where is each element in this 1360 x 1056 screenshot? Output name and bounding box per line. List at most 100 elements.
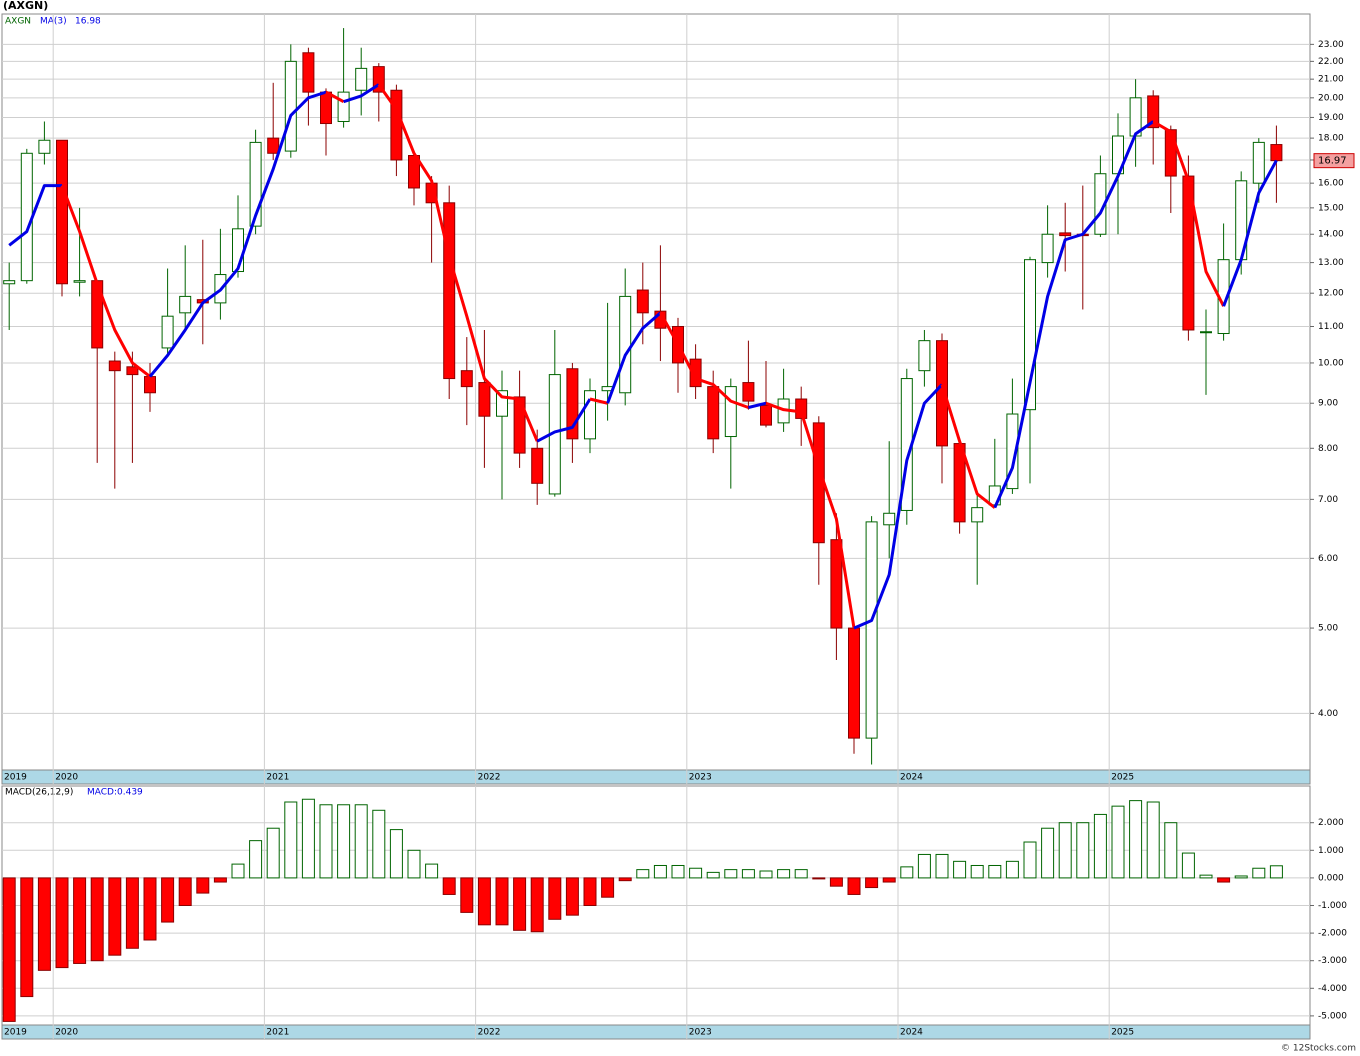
macd-bar [477,877,491,926]
candle-body [865,521,878,739]
candle-body [760,404,772,426]
macd-bar [759,870,773,879]
candle-body [161,315,174,349]
chart-title: (AXGN) [3,0,48,12]
candle-body [584,390,596,440]
macd-bar [1181,852,1195,879]
macd-name: MACD(26,12,9) [5,788,73,798]
date-strip [1,1024,1311,1040]
y-tick-label: 9.00 [1318,399,1338,409]
macd-bar [1129,800,1143,879]
y-tick-label: 18.00 [1318,134,1344,144]
candle-body [689,358,702,388]
candle-body [1270,144,1283,162]
candle-body [302,52,315,93]
macd-bar [636,869,650,879]
y-tick-label: -5.000 [1318,1011,1347,1021]
macd-bar [301,798,315,879]
candle-body [126,366,139,376]
macd-bar [20,877,34,998]
macd-bar [970,864,984,879]
candle-body [795,398,808,419]
y-tick-label: 20.00 [1318,93,1344,103]
date-strip [1,769,1311,785]
candle-body [38,139,51,154]
ma-line [765,401,856,629]
y-tick-label: 10.00 [1318,358,1344,368]
candle-body [1006,413,1019,490]
y-tick-label: 19.00 [1318,113,1344,123]
x-tick-label: 2019 [4,1028,27,1038]
y-tick-label: 12.00 [1318,289,1344,299]
macd-bar [73,877,87,964]
ma-line [325,90,345,103]
macd-bar [1093,813,1107,879]
macd-bar [372,809,386,879]
y-tick-label: 21.00 [1318,75,1344,85]
candle-body [355,67,368,91]
macd-bar [90,877,104,962]
macd-bar [865,877,879,889]
macd-bar [1217,877,1231,883]
macd-bar [1023,841,1037,879]
candle-body [179,295,192,314]
y-tick-label: 1.000 [1318,846,1344,856]
macd-bar [777,869,791,879]
candle-body [971,507,984,523]
watermark: © 12Stocks.com [1281,1044,1356,1054]
macd-bar [653,864,667,879]
macd-bar [583,877,597,907]
macd-bar [354,804,368,879]
macd-bar [917,853,931,879]
ma-line [606,311,662,404]
candle-body [56,139,68,285]
y-tick-label: 11.00 [1318,322,1344,332]
macd-bar [37,877,51,971]
macd-bar [442,877,456,895]
macd-bar [249,840,263,879]
candle-body [320,91,332,125]
y-tick-label: 7.00 [1318,495,1338,505]
candle-body [496,390,508,417]
candle-body [73,280,86,283]
macd-bar [724,869,738,879]
x-tick-label: 2022 [478,1028,501,1038]
candle-body [1147,95,1160,129]
x-tick-label: 2020 [55,773,78,783]
y-tick-label: 6.00 [1318,554,1338,564]
legend-ma-value: 16.98 [75,17,101,27]
candle-body [707,386,720,440]
candle-body [460,370,473,388]
y-tick-label: 23.00 [1318,40,1344,50]
x-tick-label: 2020 [55,1028,78,1038]
x-tick-label: 2019 [4,773,27,783]
candle-body [566,368,579,440]
candle-body [144,376,156,394]
ma-line [8,184,62,247]
candle-body [284,60,297,152]
macd-bar [565,877,579,916]
y-tick-label: 22.00 [1318,57,1344,67]
x-tick-label: 2023 [689,773,712,783]
candle-body [936,340,948,447]
candle-body [1252,141,1265,184]
ma-line [940,384,996,509]
y-tick-label: -1.000 [1318,901,1347,911]
macd-bar [425,863,439,879]
macd-bar [829,877,843,887]
macd-bar [1111,805,1125,879]
candle-body [390,89,403,161]
y-tick-label: -2.000 [1318,929,1347,939]
candle-body [108,360,121,372]
macd-bar [495,877,509,926]
macd-bar [900,866,914,879]
y-tick-label: 16.00 [1318,179,1344,189]
macd-bar [1076,822,1090,879]
macd-bar [319,804,333,879]
candle-body [1164,129,1177,177]
candle-body [636,289,649,314]
ma-line [536,398,592,443]
macd-bar [882,877,896,883]
